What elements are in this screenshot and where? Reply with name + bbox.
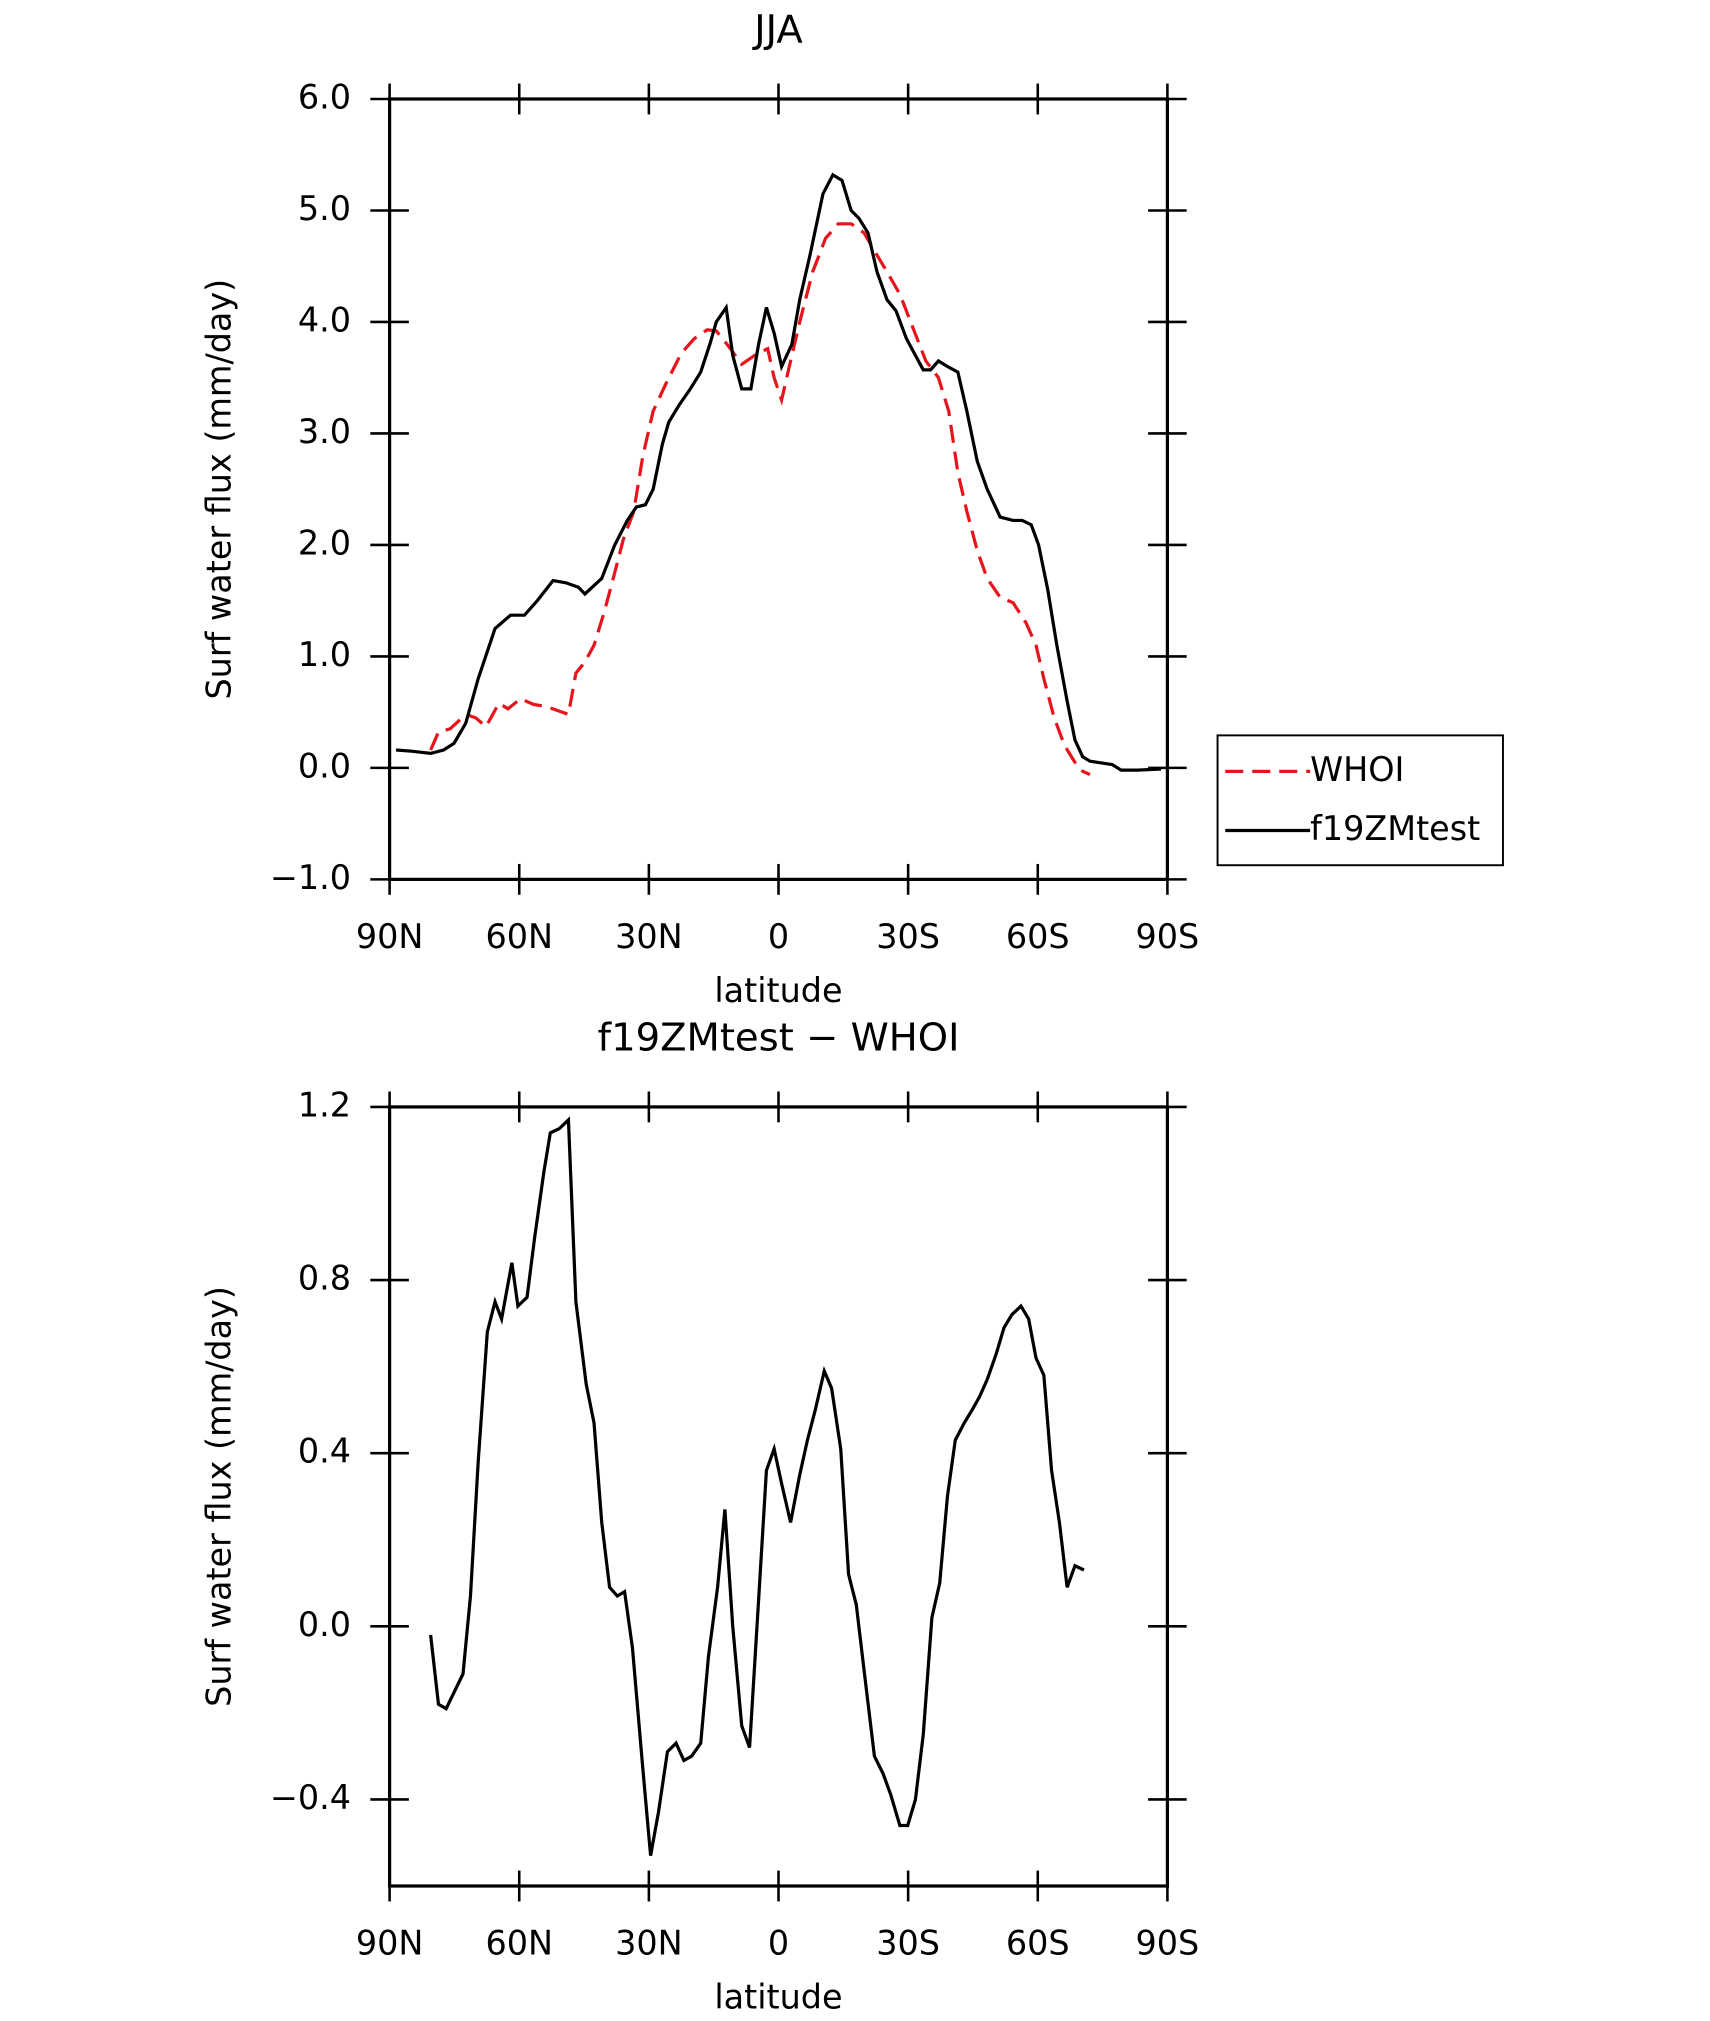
x-tick-label: 30N [615,1924,683,1963]
x-axis-label: latitude [714,971,842,1010]
plot-frame [387,97,1170,881]
legend-label: WHOI [1310,750,1404,789]
y-tick-label: 1.2 [298,1085,351,1124]
y-tick-label: 0.8 [298,1259,351,1298]
y-tick-label: 0.0 [298,746,351,785]
plot-frame [387,1105,1170,1888]
legend-box [1216,734,1504,867]
x-tick-label: 30S [876,917,940,956]
y-axis-label: Surf water flux (mm/day) [200,279,239,700]
y-tick-label: 1.0 [298,635,351,674]
data-line [429,1116,1085,1856]
x-tick-label: 60N [485,917,553,956]
y-tick-label: 0.0 [298,1605,351,1644]
x-tick-label: 60S [1006,1924,1070,1963]
y-tick-label: 4.0 [298,300,351,339]
legend-label: f19ZMtest [1310,809,1480,848]
x-tick-label: 90N [356,917,424,956]
x-tick-label: 90S [1136,1924,1200,1963]
data-line [395,172,1162,772]
x-tick-label: 60S [1006,917,1070,956]
x-tick-label: 90N [356,1924,424,1963]
y-tick-label: 6.0 [298,77,351,116]
x-tick-label: 30S [876,1924,940,1963]
y-tick-label: 0.4 [298,1432,351,1471]
x-tick-label: 60N [485,1924,553,1963]
data-line [429,222,1091,777]
y-tick-label: 5.0 [298,189,351,228]
chart-title: f19ZMtest − WHOI [598,1016,960,1061]
x-tick-label: 0 [768,917,789,956]
x-tick-label: 90S [1136,917,1200,956]
x-axis-label: latitude [714,1978,842,2017]
y-tick-label: −1.0 [270,858,351,897]
y-tick-label: 3.0 [298,412,351,451]
y-axis-label: Surf water flux (mm/day) [200,1286,239,1707]
y-tick-label: −0.4 [270,1778,351,1817]
y-tick-label: 2.0 [298,523,351,562]
x-tick-label: 0 [768,1924,789,1963]
chart-title: JJA [752,8,803,53]
x-tick-label: 30N [615,917,683,956]
